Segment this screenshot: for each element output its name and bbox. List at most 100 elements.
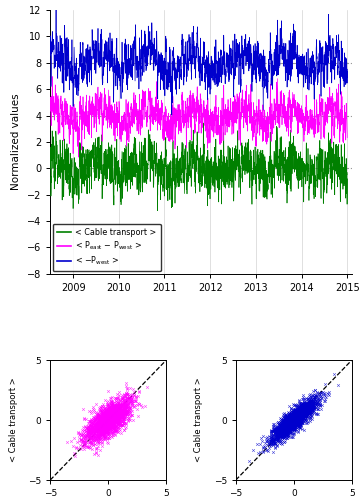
Point	[122, 405, 128, 413]
Point	[297, 412, 303, 420]
Point	[283, 420, 288, 428]
Point	[283, 428, 288, 436]
Point	[95, 422, 101, 430]
Point	[295, 410, 300, 418]
Point	[90, 413, 95, 421]
Point	[284, 427, 290, 435]
Point	[98, 416, 103, 424]
Point	[121, 417, 127, 425]
Point	[88, 422, 94, 430]
Point	[298, 416, 304, 424]
Point	[305, 401, 311, 409]
Point	[299, 419, 305, 427]
Point	[98, 418, 103, 426]
Point	[281, 426, 287, 434]
Point	[292, 412, 297, 420]
Point	[299, 424, 305, 432]
Point	[299, 416, 305, 424]
Point	[108, 394, 114, 402]
Point	[97, 407, 103, 415]
Point	[284, 423, 289, 431]
Point	[274, 430, 280, 438]
Point	[111, 424, 116, 432]
Point	[122, 406, 128, 414]
Point	[104, 400, 110, 408]
Point	[105, 422, 111, 430]
Point	[292, 412, 297, 420]
Point	[116, 408, 122, 416]
Point	[286, 428, 292, 436]
Point	[297, 416, 303, 424]
Point	[102, 420, 107, 428]
Point	[111, 408, 117, 416]
Point	[116, 404, 122, 412]
Point	[120, 397, 125, 405]
Point	[107, 404, 113, 412]
Point	[107, 407, 113, 415]
Point	[316, 396, 322, 404]
Point	[131, 403, 136, 411]
Point	[88, 420, 94, 428]
Point	[106, 432, 112, 440]
Point	[285, 414, 291, 422]
Point	[112, 416, 118, 424]
Point	[293, 414, 299, 422]
Point	[115, 410, 120, 418]
Point	[293, 407, 299, 415]
Point	[288, 422, 293, 430]
Point	[126, 406, 132, 414]
Point	[99, 411, 104, 419]
Point	[284, 419, 290, 427]
Point	[307, 406, 312, 414]
Point	[278, 424, 284, 432]
Point	[97, 420, 103, 428]
Point	[288, 419, 294, 427]
Point	[117, 414, 123, 422]
Point	[286, 420, 292, 428]
Point	[279, 421, 284, 429]
Point	[97, 412, 102, 420]
Point	[292, 419, 297, 427]
Point	[277, 433, 283, 441]
Point	[288, 420, 294, 428]
Point	[88, 418, 94, 426]
Point	[99, 440, 105, 448]
Point	[292, 406, 298, 414]
Point	[283, 424, 289, 432]
Point	[109, 420, 115, 428]
Point	[308, 408, 313, 416]
Point	[298, 408, 304, 416]
Point	[289, 416, 295, 424]
Point	[300, 410, 306, 418]
Point	[106, 387, 111, 395]
Point	[275, 437, 281, 445]
Point	[294, 412, 300, 420]
Point	[289, 419, 295, 427]
Point	[306, 402, 311, 410]
Point	[270, 430, 276, 438]
Point	[110, 429, 116, 437]
Point	[292, 412, 298, 420]
Point	[95, 423, 101, 431]
Point	[300, 402, 306, 409]
Point	[288, 418, 294, 426]
Point	[302, 414, 307, 422]
Point	[119, 414, 125, 422]
Point	[269, 436, 274, 444]
Point	[102, 425, 107, 433]
Point	[98, 428, 103, 436]
Point	[285, 414, 290, 422]
Point	[105, 414, 111, 422]
Point	[98, 426, 103, 434]
Point	[281, 418, 287, 426]
Point	[274, 423, 280, 431]
Point	[299, 404, 305, 411]
Point	[94, 410, 99, 418]
Point	[115, 418, 121, 426]
Point	[95, 424, 101, 432]
Point	[93, 434, 98, 442]
Point	[295, 416, 301, 424]
Point	[276, 418, 281, 426]
Point	[94, 414, 100, 422]
Point	[306, 412, 311, 420]
